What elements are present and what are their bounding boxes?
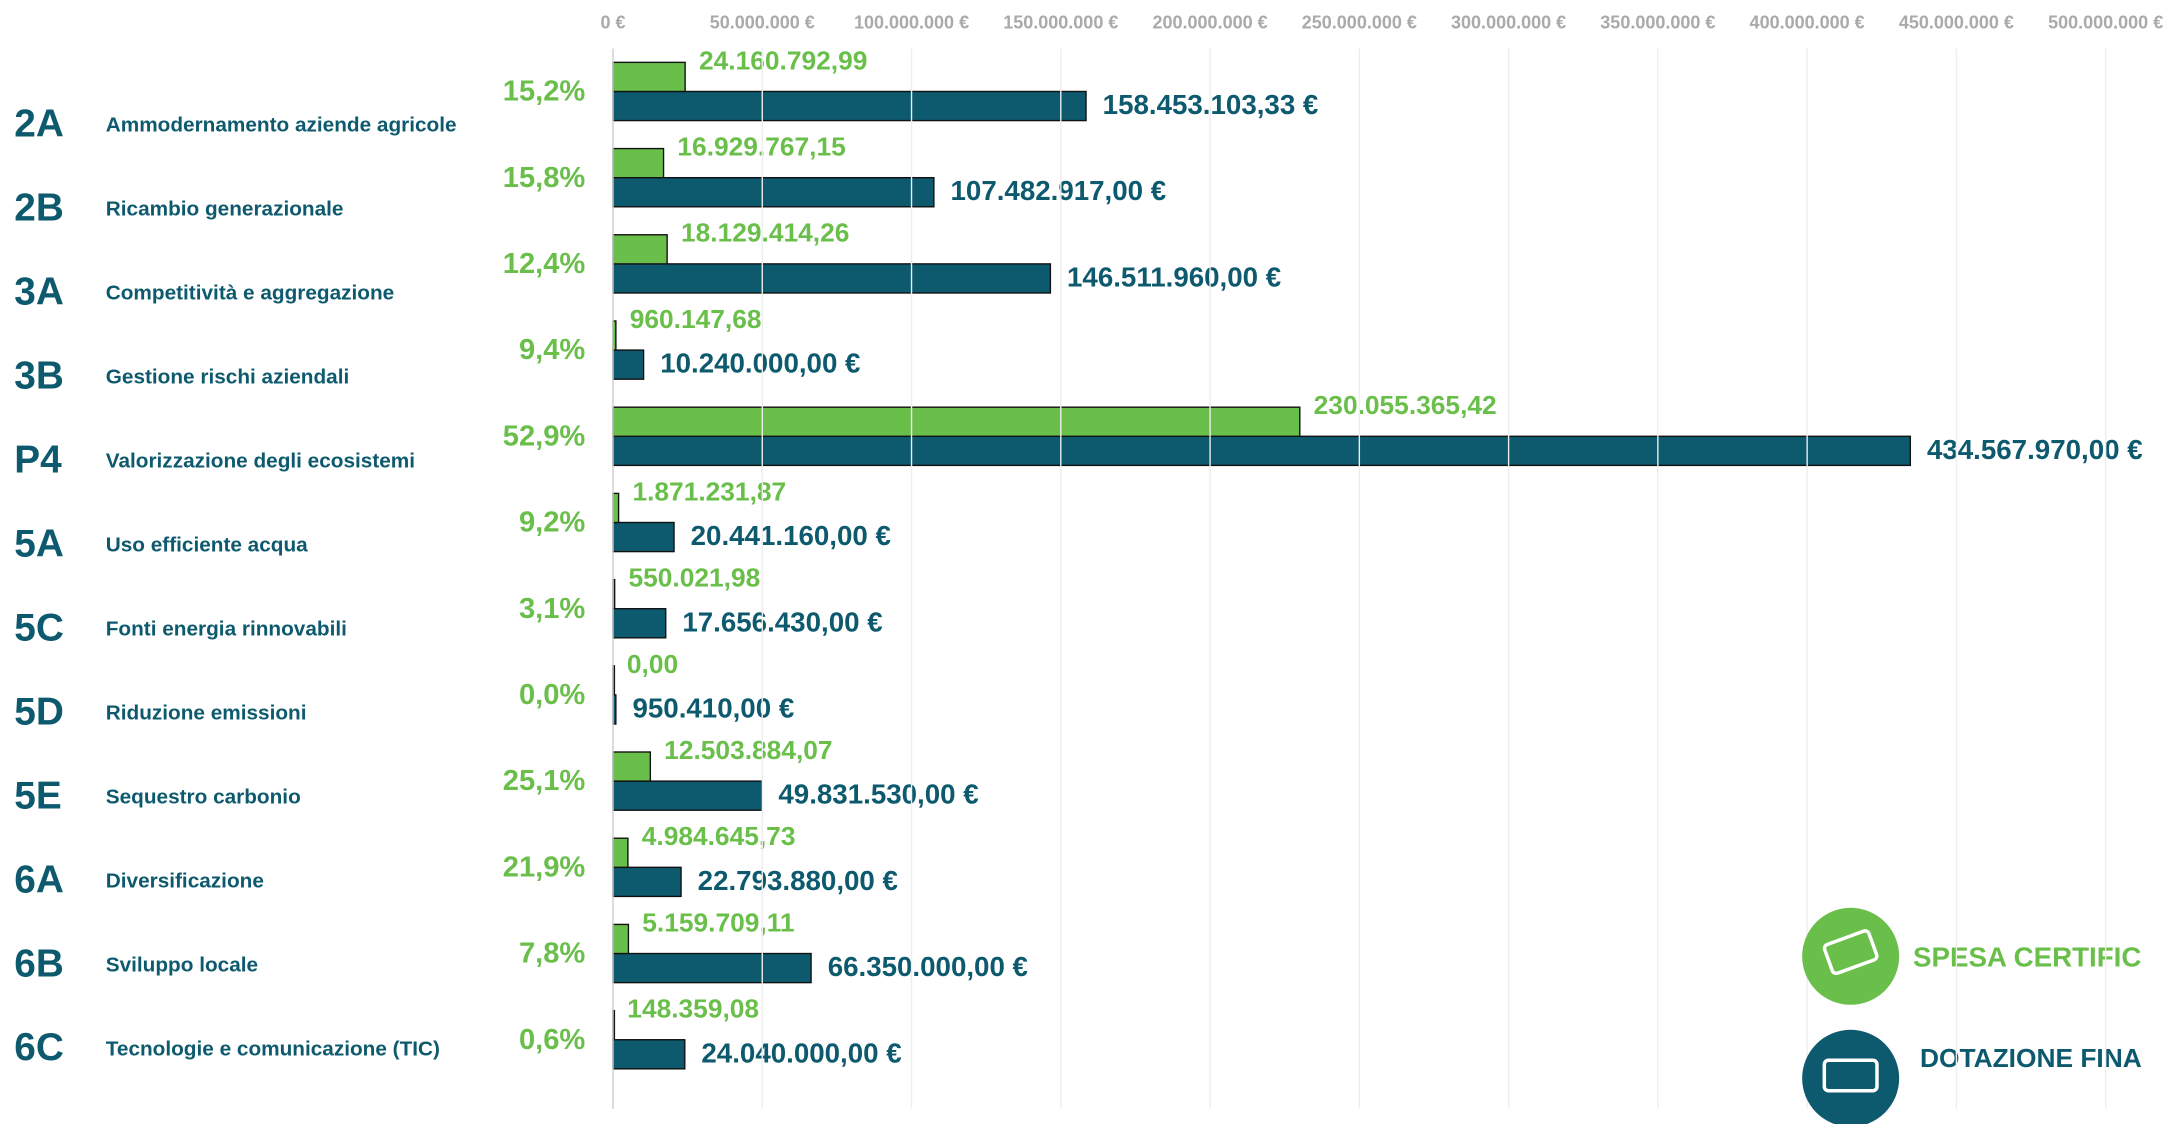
percent-label: 15,8% — [503, 162, 586, 194]
bar — [612, 837, 629, 869]
category-label: Tecnologie e comunicazione (TIC) — [106, 1037, 440, 1060]
bar — [612, 176, 935, 208]
bar — [612, 751, 652, 782]
value-label: 1.871.231,87 — [632, 476, 786, 506]
category-code: 5D — [14, 690, 64, 733]
value-label: 24.040.000,00 € — [701, 1037, 901, 1068]
bar — [612, 263, 1052, 294]
category-code: 3B — [14, 354, 64, 397]
percent-label: 21,9% — [503, 851, 586, 883]
bar — [612, 866, 682, 898]
percent-label: 52,9% — [503, 420, 586, 452]
bar — [612, 61, 686, 93]
value-label: 66.350.000,00 € — [828, 951, 1028, 982]
x-tick-label: 500.000.000 € — [2048, 12, 2163, 32]
value-label: 22.793.880,00 € — [698, 865, 898, 896]
category-label: Gestione rischi aziendali — [106, 366, 350, 389]
bar — [612, 521, 675, 553]
x-tick-label: 450.000.000 € — [1899, 12, 2014, 32]
category-label: Ammodernamento aziende agricole — [106, 114, 457, 137]
value-label: 10.240.000,00 € — [660, 348, 860, 379]
x-tick-label: 350.000.000 € — [1600, 12, 1715, 32]
value-label: 12.503.884,07 — [664, 735, 832, 765]
percent-label: 9,4% — [519, 334, 585, 366]
bar — [612, 406, 1301, 437]
legend-icon — [1802, 1029, 1900, 1124]
category-label: Diversificazione — [106, 869, 264, 892]
value-label: 5.159.709,11 — [642, 907, 794, 937]
percent-label: 0,6% — [519, 1024, 585, 1056]
value-label: 24.160.792,99 — [699, 45, 867, 75]
bar — [612, 349, 645, 380]
category-code: 3A — [14, 270, 64, 313]
x-tick-label: 300.000.000 € — [1451, 12, 1566, 32]
percent-label: 15,2% — [503, 76, 586, 108]
value-label: 230.055.365,42 — [1314, 390, 1497, 420]
bar — [612, 952, 812, 984]
category-code: 5E — [14, 774, 61, 817]
x-tick-label: 100.000.000 € — [854, 12, 969, 32]
icon-shape — [1822, 1058, 1879, 1093]
bar — [612, 492, 620, 524]
bar — [612, 608, 667, 639]
category-label: Ricambio generazionale — [106, 198, 344, 221]
legend-icons — [1802, 907, 1900, 1124]
icon-shape — [1822, 929, 1879, 976]
value-label: 20.441.160,00 € — [691, 520, 891, 551]
category-label: Uso efficiente acqua — [106, 534, 308, 557]
value-label: 18.129.414,26 — [681, 218, 849, 248]
x-tick-label: 250.000.000 € — [1302, 12, 1417, 32]
percent-label: 9,2% — [519, 507, 585, 539]
category-code: 2B — [14, 186, 64, 229]
bar — [612, 234, 668, 265]
category-code: 5C — [14, 606, 64, 649]
category-code: 5A — [14, 522, 64, 565]
legend-label: DOTAZIONE FINA — [1920, 1043, 2142, 1073]
category-label: Valorizzazione degli ecosistemi — [106, 450, 415, 473]
bar — [612, 90, 1087, 122]
value-label: 550.021,98 — [629, 563, 761, 593]
percent-label: 7,8% — [519, 938, 585, 970]
bar — [612, 147, 665, 179]
percent-label: 12,4% — [503, 248, 586, 280]
category-code: 6A — [14, 858, 64, 901]
legend-icon — [1802, 907, 1900, 1005]
value-label: 950.410,00 € — [632, 692, 794, 723]
x-tick-label: 0 € — [600, 12, 625, 32]
x-tick-label: 50.000.000 € — [710, 12, 815, 32]
value-label: 0,00 — [627, 649, 678, 679]
percent-label: 3,1% — [519, 593, 585, 625]
bar — [612, 1039, 686, 1070]
category-label: Sequestro carbonio — [106, 786, 301, 809]
category-label: Riduzione emissioni — [106, 702, 307, 725]
category-code: 2A — [14, 102, 64, 145]
bar — [612, 780, 763, 811]
bar — [612, 923, 630, 955]
category-code: 6C — [14, 1026, 64, 1069]
value-label: 148.359,08 — [627, 994, 759, 1024]
value-label: 4.984.645,73 — [642, 821, 796, 851]
category-code: P4 — [14, 438, 62, 481]
value-label: 107.482.917,00 € — [951, 175, 1167, 206]
bar — [612, 435, 1912, 467]
category-label: Sviluppo locale — [106, 953, 258, 976]
percent-label: 0,0% — [519, 679, 585, 711]
value-label: 960.147,68 — [630, 304, 762, 334]
x-tick-label: 150.000.000 € — [1003, 12, 1118, 32]
category-label: Fonti energia rinnovabili — [106, 618, 347, 641]
category-code: 6B — [14, 942, 64, 985]
category-label: Competitività e aggregazione — [106, 282, 394, 305]
value-label: 17.656.430,00 € — [682, 606, 882, 637]
legend-label: SPESA CERTIFIC — [1913, 941, 2141, 972]
value-label: 434.567.970,00 € — [1927, 434, 2143, 465]
value-label: 146.511.960,00 € — [1067, 261, 1281, 292]
value-label: 49.831.530,00 € — [778, 779, 978, 810]
x-tick-label: 200.000.000 € — [1153, 12, 1268, 32]
percent-label: 25,1% — [503, 765, 586, 797]
x-tick-label: 400.000.000 € — [1750, 12, 1865, 32]
